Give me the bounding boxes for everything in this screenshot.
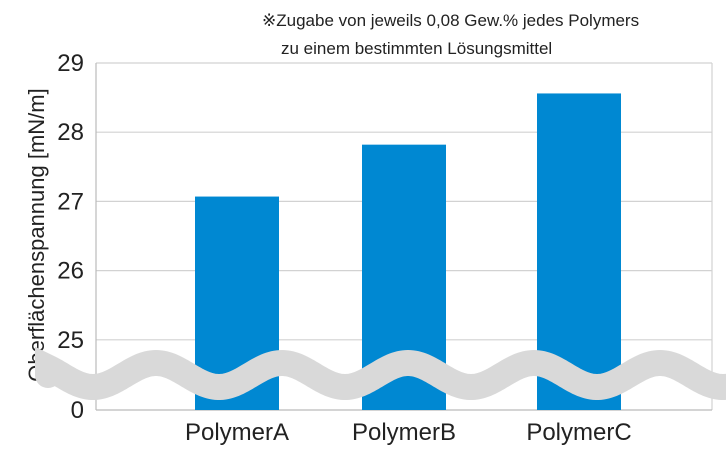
note-line-2: zu einem bestimmten Lösungsmittel <box>281 39 552 58</box>
y-tick-29: 29 <box>57 50 84 77</box>
category-label-polymerc: PolymerC <box>526 419 631 446</box>
y-tick-26: 26 <box>57 258 84 285</box>
note-line-1: ※Zugabe von jeweils 0,08 Gew.% jedes Pol… <box>262 11 639 30</box>
y-tick-0: 0 <box>71 397 84 424</box>
y-axis-title: Oberflächenspannung [mN/m] <box>24 88 49 382</box>
axis-break <box>35 346 726 400</box>
axis-break-wave <box>35 346 726 400</box>
y-tick-28: 28 <box>57 119 84 146</box>
y-tick-27: 27 <box>57 188 84 215</box>
category-labels: PolymerA PolymerB PolymerC <box>185 419 632 446</box>
y-tick-labels: 0 25 26 27 28 29 <box>57 50 84 424</box>
category-label-polymerb: PolymerB <box>352 419 456 446</box>
category-label-polymera: PolymerA <box>185 419 289 446</box>
y-tick-25: 25 <box>57 327 84 354</box>
